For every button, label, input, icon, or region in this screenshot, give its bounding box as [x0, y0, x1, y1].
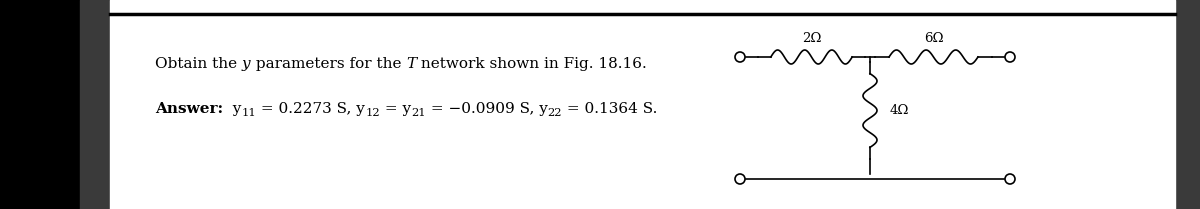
Text: 21: 21: [410, 108, 426, 118]
Text: y: y: [242, 57, 251, 71]
Text: = 0.1364 S.: = 0.1364 S.: [562, 102, 658, 116]
Text: 22: 22: [547, 108, 562, 118]
Text: network shown in Fig. 18.16.: network shown in Fig. 18.16.: [416, 57, 647, 71]
Text: Answer:: Answer:: [155, 102, 223, 116]
Text: = 0.2273 S, y: = 0.2273 S, y: [257, 102, 365, 116]
Text: parameters for the: parameters for the: [251, 57, 406, 71]
Text: Obtain the: Obtain the: [155, 57, 242, 71]
Text: 6Ω: 6Ω: [924, 33, 943, 46]
Text: 2Ω: 2Ω: [802, 33, 821, 46]
Text: 4Ω: 4Ω: [890, 104, 910, 117]
Text: = −0.0909 S, y: = −0.0909 S, y: [426, 102, 547, 116]
Text: 11: 11: [241, 108, 257, 118]
Text: 12: 12: [365, 108, 379, 118]
Text: y: y: [223, 102, 241, 116]
Text: = y: = y: [379, 102, 410, 116]
Text: T: T: [406, 57, 416, 71]
